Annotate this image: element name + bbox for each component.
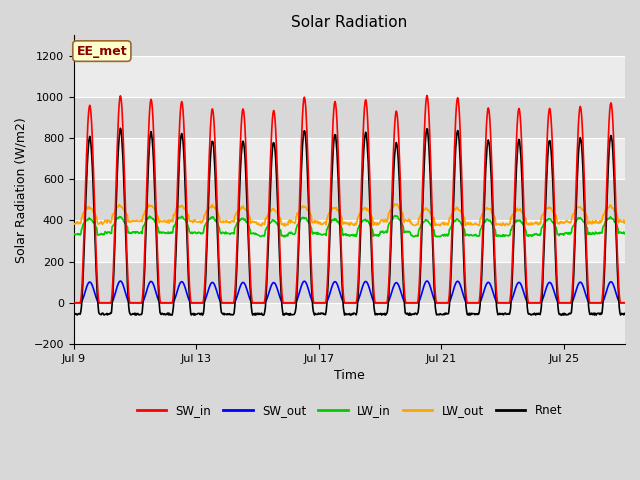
LW_out	[271, 207, 278, 213]
SW_in	[70, 300, 77, 306]
LW_in	[300, 216, 308, 221]
Rnet	[272, 155, 280, 160]
Bar	[74, 56, 625, 97]
X-axis label: Time: Time	[334, 369, 365, 382]
SW_in	[300, 96, 308, 102]
SW_out	[516, 280, 524, 286]
SW_in	[200, 298, 207, 303]
Bar	[74, 97, 625, 138]
LW_out	[70, 221, 77, 227]
LW_in	[621, 231, 629, 237]
Line: LW_in: LW_in	[74, 216, 625, 237]
Line: Rnet: Rnet	[74, 128, 625, 315]
SW_in	[382, 300, 390, 306]
SW_out	[200, 300, 207, 305]
LW_in	[391, 213, 399, 218]
Rnet	[621, 311, 629, 317]
Bar	[74, 180, 625, 220]
SW_out	[382, 300, 390, 306]
LW_in	[382, 228, 390, 234]
SW_in	[516, 108, 524, 113]
SW_out	[90, 287, 97, 292]
SW_out	[70, 300, 77, 306]
LW_in	[271, 219, 278, 225]
Line: SW_in: SW_in	[74, 96, 625, 303]
SW_in	[90, 170, 97, 176]
LW_in	[410, 234, 418, 240]
SW_in	[271, 110, 278, 116]
SW_in	[621, 300, 629, 306]
Rnet	[168, 312, 176, 318]
LW_in	[516, 218, 524, 224]
Rnet	[201, 294, 209, 300]
LW_out	[383, 219, 390, 225]
LW_out	[301, 204, 308, 210]
LW_out	[391, 201, 399, 207]
Title: Solar Radiation: Solar Radiation	[291, 15, 408, 30]
Bar	[74, 262, 625, 303]
LW_out	[516, 205, 524, 211]
Rnet	[516, 145, 524, 151]
LW_out	[90, 207, 97, 213]
Bar	[74, 36, 625, 56]
LW_out	[200, 217, 207, 223]
SW_out	[621, 300, 629, 306]
Rnet	[116, 125, 124, 131]
Bar	[74, 138, 625, 180]
LW_in	[70, 232, 77, 238]
LW_in	[200, 229, 207, 235]
SW_out	[271, 280, 278, 286]
Text: EE_met: EE_met	[77, 45, 127, 58]
Rnet	[383, 309, 391, 314]
Rnet	[70, 311, 77, 316]
LW_in	[90, 219, 97, 225]
Bar	[74, 220, 625, 262]
LW_out	[282, 223, 289, 229]
Bar	[74, 303, 625, 344]
LW_out	[621, 219, 629, 225]
Line: LW_out: LW_out	[74, 204, 625, 226]
Rnet	[301, 129, 309, 134]
Y-axis label: Solar Radiation (W/m2): Solar Radiation (W/m2)	[15, 117, 28, 263]
SW_out	[423, 278, 431, 284]
Rnet	[90, 196, 97, 202]
SW_out	[300, 278, 308, 284]
Line: SW_out: SW_out	[74, 281, 625, 303]
Legend: SW_in, SW_out, LW_in, LW_out, Rnet: SW_in, SW_out, LW_in, LW_out, Rnet	[132, 399, 567, 421]
SW_in	[423, 93, 431, 98]
